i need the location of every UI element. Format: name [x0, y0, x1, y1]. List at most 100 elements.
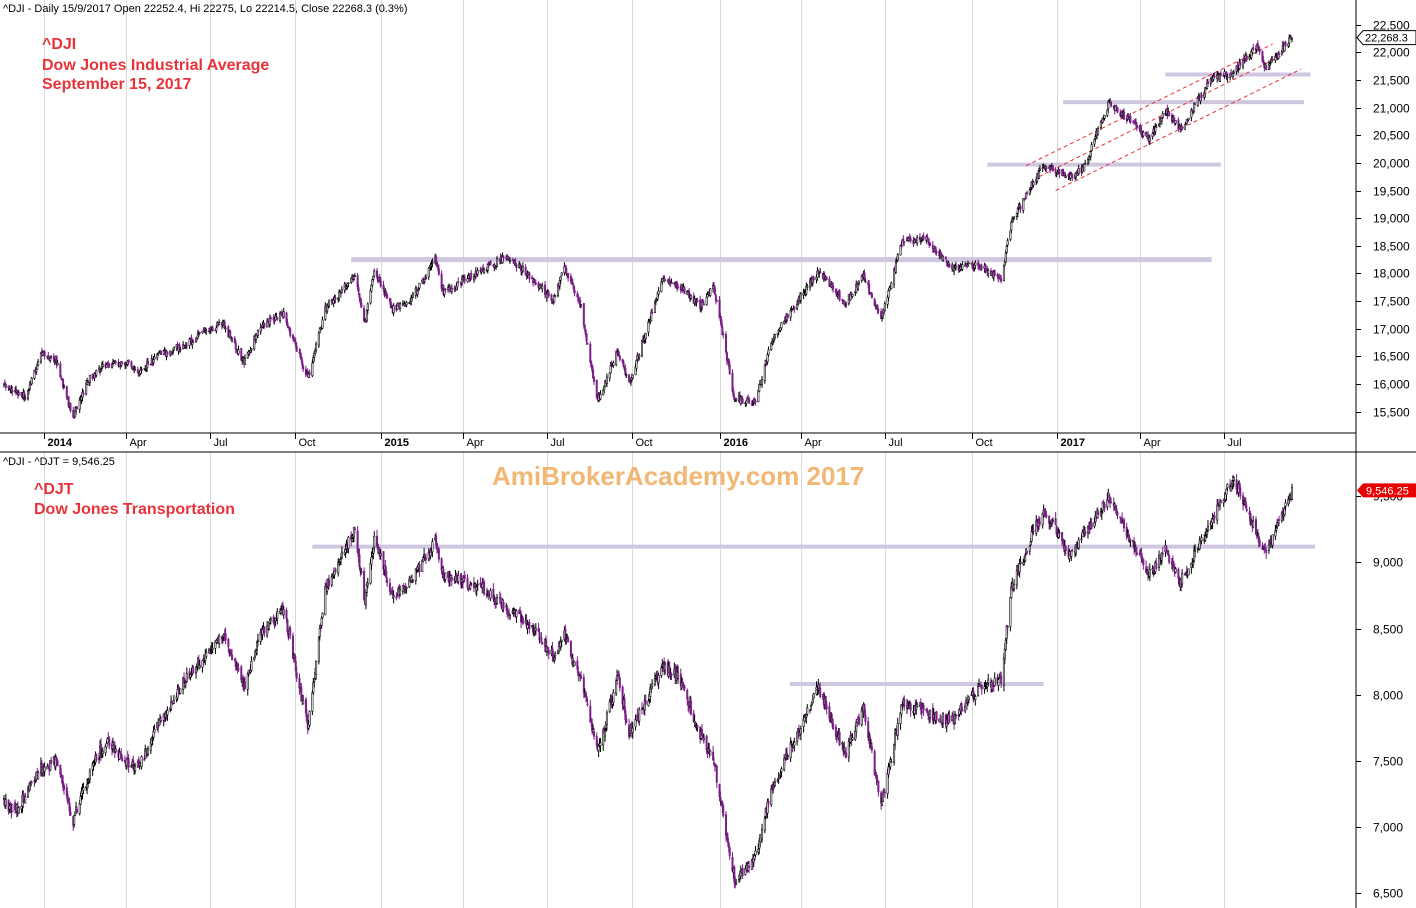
bottom-candle: [11, 804, 14, 812]
bottom-candle: [276, 608, 279, 625]
bottom-y-tick-label: 8,500: [1373, 623, 1403, 637]
bottom-candle: [218, 633, 221, 649]
top-candle: [1219, 70, 1222, 76]
top-candle: [599, 390, 602, 401]
bottom-y-tick-label: 6,500: [1373, 887, 1403, 901]
bottom-candle: [147, 745, 150, 757]
top-y-tick-label: 17,500: [1373, 295, 1410, 309]
top-candle: [863, 269, 866, 281]
bottom-panel-grid: [44, 452, 1225, 908]
bottom-candle: [43, 762, 46, 777]
top-candle: [754, 398, 757, 406]
top-candle: [69, 402, 72, 413]
top-candle: [909, 235, 912, 244]
bottom-candle: [17, 805, 20, 815]
x-tick-label: 2014: [48, 437, 73, 449]
x-tick-label: Apr: [805, 437, 822, 449]
bottom-candle: [528, 618, 531, 634]
top-candle: [159, 350, 162, 356]
bottom-candle: [282, 606, 285, 620]
bottom-candle: [1013, 579, 1016, 592]
top-candle: [75, 406, 78, 410]
top-candle: [683, 286, 686, 295]
bottom-candle: [922, 702, 925, 716]
top-candle: [553, 293, 556, 303]
bottom-candle: [431, 538, 434, 558]
bottom-candle: [88, 768, 91, 784]
top-candle: [1232, 69, 1235, 74]
bottom-candle: [735, 878, 738, 886]
top-candle: [832, 282, 835, 293]
bottom-candle: [328, 574, 331, 590]
top-y-tick-label: 16,000: [1373, 378, 1410, 392]
top-candle: [571, 278, 574, 286]
bottom-candle: [69, 806, 72, 817]
top-candle: [229, 329, 232, 337]
top-candle: [864, 278, 867, 283]
top-candle: [431, 258, 434, 268]
top-candle: [929, 242, 932, 247]
top-candle: [1106, 109, 1109, 118]
bottom-candle: [95, 753, 98, 763]
top-candle: [1200, 91, 1203, 101]
top-candle: [63, 384, 66, 389]
top-candle: [1089, 150, 1092, 161]
top-candle: [720, 316, 723, 328]
top-candle: [883, 301, 886, 312]
top-candle: [24, 394, 27, 401]
top-candle: [696, 297, 699, 303]
top-candle: [483, 267, 486, 274]
top-candle: [1122, 108, 1125, 121]
top-candle: [37, 358, 40, 367]
bottom-candle: [1045, 510, 1048, 519]
bottom-candle: [1084, 526, 1087, 537]
bottom-candle: [631, 721, 634, 739]
bottom-candle: [399, 585, 402, 597]
top-candle: [1019, 204, 1022, 214]
bottom-candle: [554, 651, 557, 661]
bottom-candle: [864, 709, 867, 726]
bottom-candle: [1161, 546, 1164, 558]
top-candle: [580, 304, 583, 309]
top-candle: [547, 290, 550, 299]
top-candle: [1142, 130, 1145, 138]
bottom-candle: [250, 656, 253, 673]
bottom-candle: [649, 683, 652, 703]
top-candle: [709, 288, 712, 297]
bottom-candle: [1116, 510, 1119, 520]
bottom-candle: [1028, 545, 1031, 556]
top-candle: [211, 325, 214, 332]
top-candle: [231, 337, 234, 343]
top-candle: [926, 233, 929, 240]
top-candle: [780, 321, 783, 330]
top-candle: [88, 374, 91, 387]
bottom-candle: [1219, 499, 1222, 504]
top-candle: [773, 334, 776, 340]
top-candle: [243, 354, 246, 366]
top-candle: [424, 273, 427, 280]
bottom-candle: [450, 574, 453, 587]
bottom-candle: [231, 649, 234, 661]
bottom-candle: [289, 625, 292, 640]
top-candle: [1245, 53, 1248, 62]
top-candle: [1026, 190, 1029, 197]
bottom-candle: [799, 725, 802, 741]
bottom-candle: [1103, 501, 1106, 513]
bottom-candle: [1291, 483, 1294, 501]
top-candle: [43, 349, 46, 360]
bottom-candle: [722, 803, 725, 818]
top-y-tick-label: 17,000: [1373, 323, 1410, 337]
top-candle: [589, 341, 592, 364]
top-candle: [1151, 132, 1154, 140]
top-candle: [1032, 180, 1035, 188]
bottom-candle: [121, 754, 124, 762]
top-candle: [890, 281, 893, 290]
top-candle: [1041, 163, 1044, 173]
top-candle: [714, 293, 717, 305]
top-candle: [360, 298, 363, 308]
top-candle: [27, 389, 30, 401]
top-candle: [191, 339, 194, 349]
bottom-last-value-badge: 9,546.25: [1357, 483, 1416, 498]
bottom-candle: [515, 609, 518, 623]
bottom-candle: [1051, 517, 1054, 524]
